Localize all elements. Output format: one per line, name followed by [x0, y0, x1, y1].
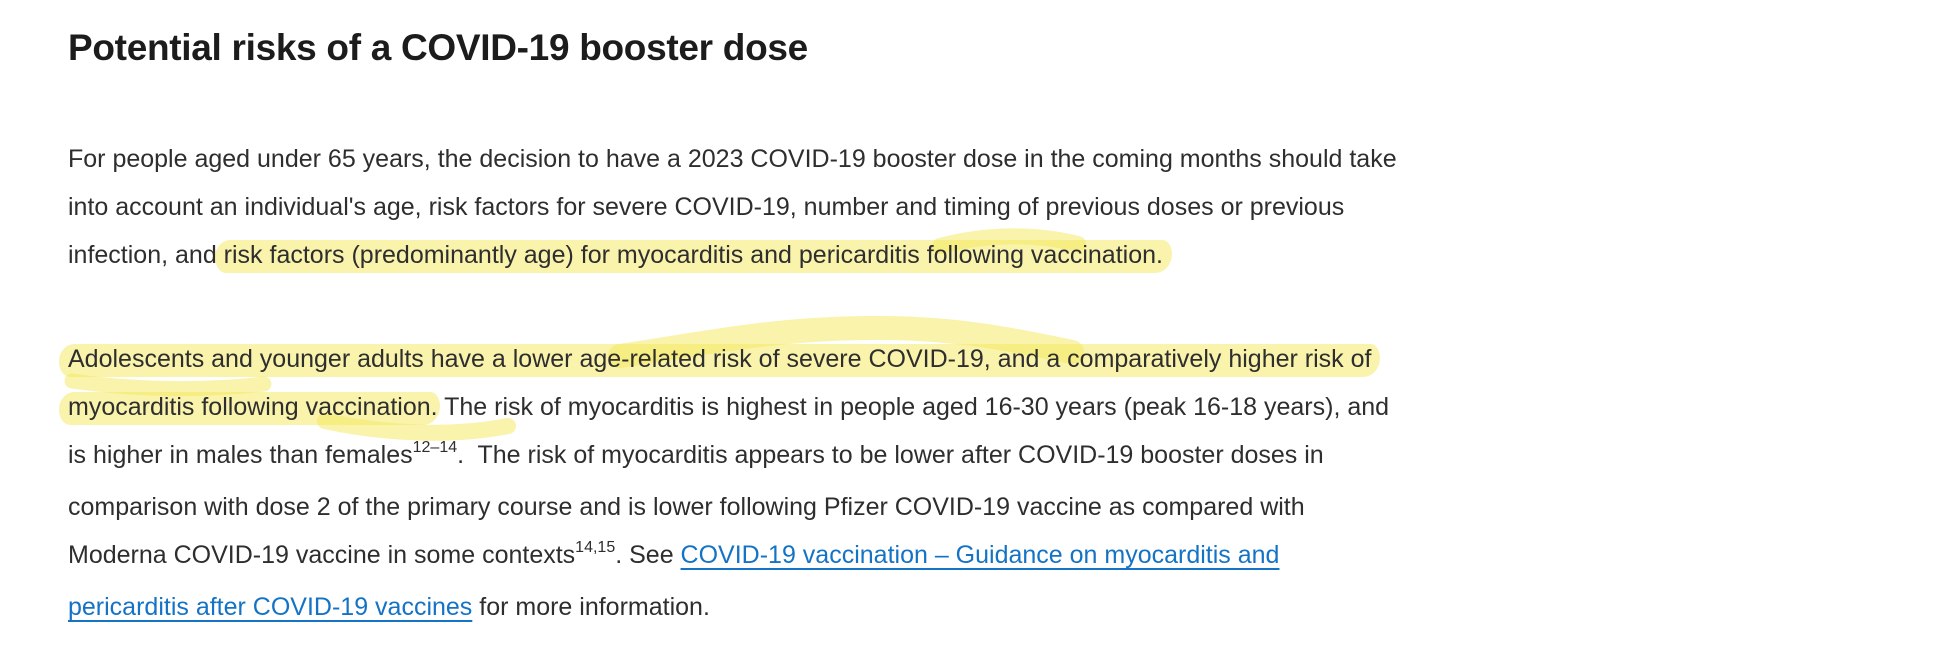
body-text: into account an individual's age, risk f… [68, 193, 1345, 221]
body-text: is higher in males than females [68, 441, 413, 469]
text-line: into account an individual's age, risk f… [68, 183, 1397, 231]
body-text: For people aged under 65 years, the deci… [68, 145, 1397, 173]
highlighted-text: risk factors (predominantly age) for myo… [214, 240, 1172, 273]
body-text: Moderna COVID-19 vaccine in some context… [68, 541, 576, 569]
text-line: comparison with dose 2 of the primary co… [68, 483, 1389, 531]
reference-superscript: 14,15 [575, 539, 616, 556]
highlighted-text: Adolescents and younger adults have a lo… [59, 344, 1381, 377]
text-line: Adolescents and younger adults have a lo… [59, 335, 1389, 383]
text-line: For people aged under 65 years, the deci… [68, 135, 1397, 183]
text-line: myocarditis following vaccination. The r… [59, 383, 1390, 431]
text-line: is higher in males than females12–14. Th… [68, 431, 1389, 483]
text-line: Moderna COVID-19 vaccine in some context… [68, 531, 1389, 583]
highlighted-text: myocarditis following vaccination [59, 392, 440, 425]
guidance-on-myocarditis-link[interactable]: pericarditis after COVID-19 vaccines [68, 593, 473, 621]
guidance-on-myocarditis-link[interactable]: COVID-19 vaccination – Guidance on myoca… [680, 541, 1280, 569]
paragraph-booster-decision: For people aged under 65 years, the deci… [68, 135, 1397, 279]
reference-superscript: 12–14 [412, 439, 458, 456]
text-line: pericarditis after COVID-19 vaccines for… [68, 583, 1389, 631]
body-text: . The risk of myocarditis appears to be … [457, 441, 1324, 469]
body-text: for more information. [472, 593, 710, 621]
body-text: infection, and [68, 241, 224, 269]
paragraph-myocarditis-risk: Adolescents and younger adults have a lo… [59, 335, 1390, 631]
body-text: . See [615, 541, 681, 569]
body-text: . The risk of myocarditis is highest in … [430, 393, 1390, 421]
body-text: comparison with dose 2 of the primary co… [68, 493, 1305, 521]
text-line: infection, and risk factors (predominant… [68, 231, 1397, 279]
page-title: Potential risks of a COVID-19 booster do… [68, 27, 808, 68]
